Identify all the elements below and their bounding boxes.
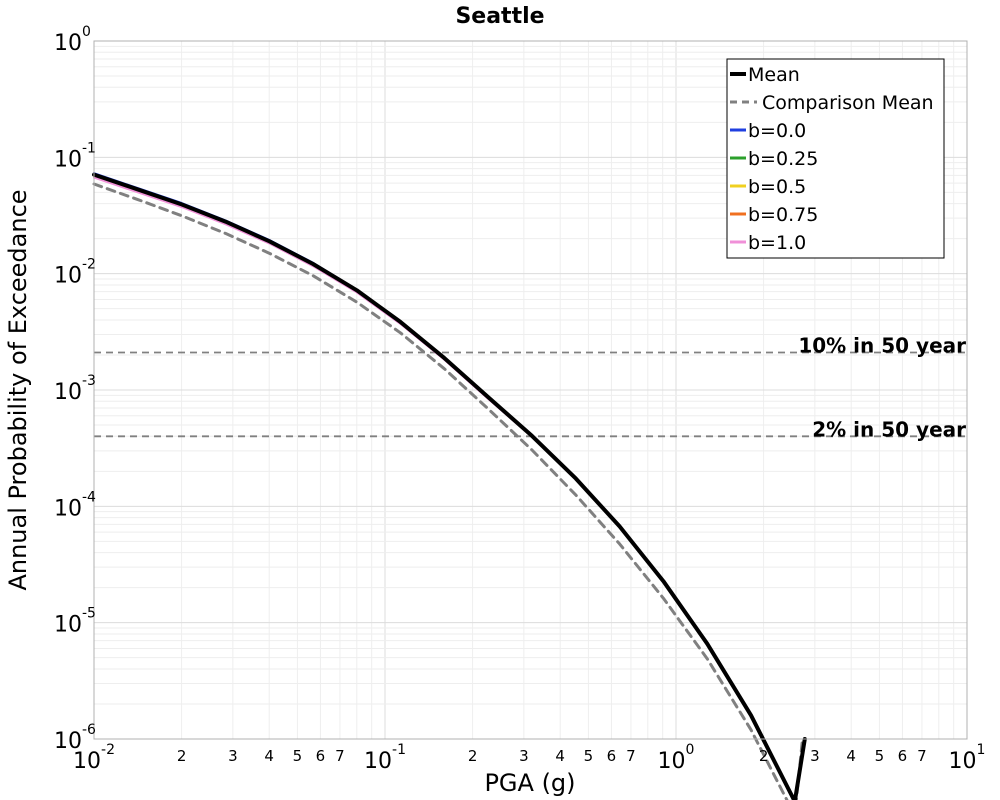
x-minor-tick-label: 2 bbox=[468, 747, 478, 765]
x-minor-tick-label: 6 bbox=[898, 747, 908, 765]
x-minor-tick-label: 2 bbox=[759, 747, 769, 765]
legend-label: b=0.75 bbox=[748, 204, 818, 226]
x-minor-tick-label: 4 bbox=[846, 747, 856, 765]
x-minor-tick-label: 3 bbox=[228, 747, 238, 765]
x-minor-tick-label: 4 bbox=[555, 747, 565, 765]
y-tick-label: 100 bbox=[54, 24, 91, 56]
legend-label: b=0.0 bbox=[748, 120, 806, 142]
y-tick-label: 10-6 bbox=[54, 722, 96, 754]
x-tick-label: 10-1 bbox=[364, 742, 406, 774]
series-line-comparison-mean bbox=[92, 182, 804, 800]
legend-label: b=0.25 bbox=[748, 148, 818, 170]
x-minor-tick-label: 5 bbox=[875, 747, 885, 765]
x-tick-label: 10-2 bbox=[73, 742, 115, 774]
y-tick-label: 10-5 bbox=[54, 606, 96, 638]
series-line-mean bbox=[92, 172, 807, 800]
x-minor-tick-label: 5 bbox=[584, 747, 594, 765]
x-tick-label: 101 bbox=[949, 742, 986, 774]
reference-line-label: 2% in 50 year bbox=[812, 417, 966, 441]
x-axis-label: PGA (g) bbox=[484, 769, 575, 797]
y-tick-label: 10-2 bbox=[54, 257, 96, 289]
legend-label: b=0.5 bbox=[748, 176, 806, 198]
series-layer bbox=[92, 172, 807, 800]
y-tick-label: 10-3 bbox=[54, 373, 96, 405]
legend: Mean Comparison Mean b=0.0 b=0.25 b=0.5 b=0.7… bbox=[726, 58, 945, 259]
grid-layer bbox=[93, 41, 967, 740]
x-minor-tick-label: 2 bbox=[177, 747, 187, 765]
chart-title: Seattle bbox=[455, 4, 544, 29]
x-minor-tick-label: 7 bbox=[626, 747, 636, 765]
legend-label: b=1.0 bbox=[748, 232, 806, 254]
x-minor-tick-label: 6 bbox=[316, 747, 326, 765]
reference-line-label: 10% in 50 year bbox=[798, 334, 966, 358]
x-minor-tick-label: 6 bbox=[607, 747, 617, 765]
legend-label: Mean bbox=[748, 64, 800, 86]
legend-label: Comparison Mean bbox=[762, 92, 934, 114]
plot-area-border bbox=[93, 40, 968, 740]
x-minor-tick-label: 3 bbox=[519, 747, 529, 765]
legend-box bbox=[726, 58, 945, 259]
x-minor-tick-label: 4 bbox=[264, 747, 274, 765]
y-tick-label: 10-4 bbox=[54, 489, 96, 521]
y-tick-label: 10-1 bbox=[54, 140, 96, 172]
y-axis-label: Annual Probability of Exceedance bbox=[4, 189, 32, 590]
x-minor-tick-label: 3 bbox=[810, 747, 820, 765]
x-minor-tick-label: 7 bbox=[917, 747, 927, 765]
x-minor-tick-label: 5 bbox=[293, 747, 303, 765]
x-tick-label: 100 bbox=[658, 742, 695, 774]
x-minor-tick-label: 7 bbox=[335, 747, 345, 765]
